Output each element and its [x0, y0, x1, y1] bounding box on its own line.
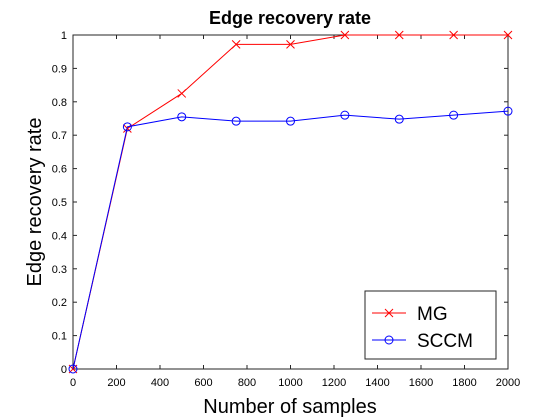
x-tick-label: 1000	[278, 377, 302, 389]
y-tick-label: 0.6	[52, 164, 67, 176]
data-point-sccm	[68, 364, 78, 374]
x-tick-label: 600	[194, 377, 212, 389]
x-tick-label: 0	[70, 377, 76, 389]
y-tick-label: 0.9	[52, 63, 67, 75]
y-tick-label: 0.1	[52, 331, 67, 343]
chart-title: Edge recovery rate	[209, 8, 371, 28]
x-tick-label: 2000	[496, 377, 520, 389]
y-tick-label: 0.4	[52, 230, 67, 242]
legend-label-mg: MG	[417, 304, 448, 325]
y-tick-label: 0.8	[52, 97, 67, 109]
data-point-sccm	[394, 114, 404, 124]
data-point-mg	[286, 39, 295, 49]
data-point-mg	[177, 89, 187, 98]
x-tick-label: 200	[107, 377, 125, 389]
data-point-sccm	[231, 116, 241, 126]
series-layer	[68, 30, 513, 374]
x-tick-label: 400	[151, 377, 169, 389]
data-point-mg	[231, 39, 241, 49]
y-tick-label: 0.5	[52, 197, 67, 209]
y-axis-label: Edge recovery rate	[24, 118, 46, 287]
x-tick-label: 1600	[409, 377, 433, 389]
y-tick-label: 0.2	[52, 297, 67, 309]
x-tick-label: 1400	[365, 377, 389, 389]
legend-marker-sccm	[384, 335, 394, 345]
data-point-mg	[394, 30, 404, 40]
data-point-sccm	[177, 112, 187, 122]
legend-box	[364, 290, 497, 360]
y-tick-label: 1	[61, 30, 67, 42]
x-tick-label: 800	[238, 377, 256, 389]
x-axis-label: Number of samples	[203, 396, 376, 418]
data-point-mg	[503, 30, 513, 40]
data-point-mg	[449, 30, 458, 40]
data-point-sccm	[449, 110, 459, 120]
y-tick-label: 0.7	[52, 130, 67, 142]
legend-marker-mg	[384, 308, 394, 318]
data-point-sccm	[286, 116, 295, 126]
x-tick-label: 1200	[322, 377, 346, 389]
data-point-sccm	[340, 110, 350, 120]
legend: MG SCCM	[364, 290, 497, 360]
axis-ticks: 0 200 400 600 800 1000 1200 1400 1600 1800 2000 0 0.…	[52, 30, 521, 389]
data-point-mg	[340, 30, 350, 40]
y-tick-label: 0	[61, 364, 67, 376]
y-tick-label: 0.3	[52, 264, 67, 276]
data-point-sccm	[503, 106, 513, 116]
legend-label-sccm: SCCM	[417, 331, 473, 352]
x-tick-label: 1800	[452, 377, 476, 389]
series-line-sccm	[72, 110, 509, 370]
data-point-sccm	[122, 122, 132, 132]
